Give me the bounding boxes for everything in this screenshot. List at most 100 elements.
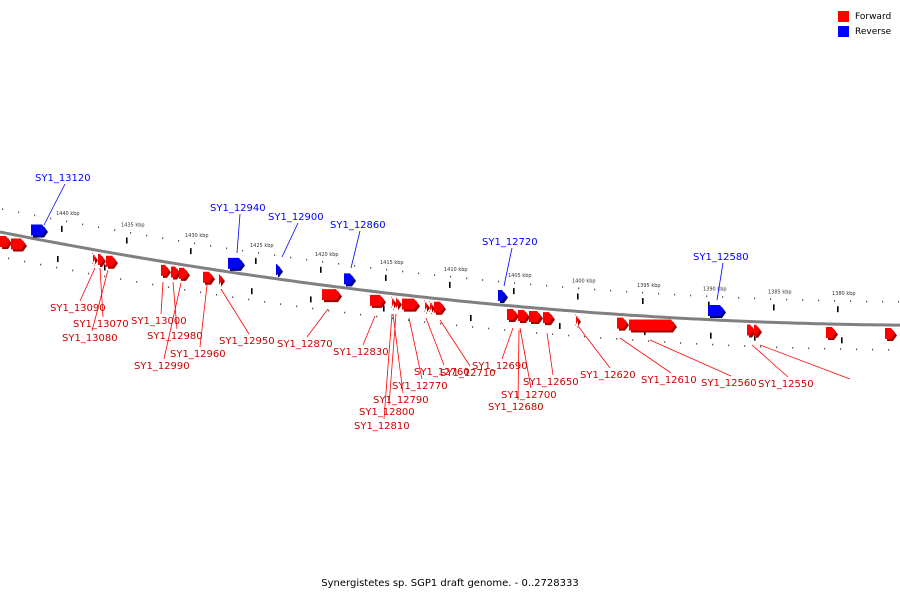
gene-arrow[interactable] (171, 266, 179, 278)
track-dot (242, 249, 244, 252)
gene-arrow[interactable] (754, 324, 760, 336)
track-dot (210, 245, 212, 247)
track-dot (194, 242, 196, 245)
track-dot (168, 286, 170, 288)
gene-label-forward[interactable]: SY1_12770 (392, 381, 448, 392)
gene-arrow[interactable] (402, 298, 418, 310)
gene-label-forward[interactable]: SY1_12830 (333, 347, 389, 358)
gene-arrow[interactable] (507, 308, 517, 320)
track-dot (82, 223, 84, 226)
gene-label-forward[interactable]: SY1_12960 (170, 349, 226, 360)
gene-arrow[interactable] (98, 253, 104, 265)
gene-arrow[interactable] (106, 255, 116, 267)
leader-line (281, 222, 299, 258)
leader-line (619, 337, 672, 374)
gene-arrow[interactable] (575, 314, 579, 326)
gene-arrow[interactable] (424, 300, 428, 312)
track-dot (376, 315, 378, 318)
leader-line (517, 329, 520, 401)
gene-label-reverse[interactable]: SY1_12900 (268, 212, 324, 223)
gene-arrow[interactable] (31, 224, 46, 236)
gene-arrow[interactable] (179, 267, 188, 279)
gene-arrow[interactable] (203, 271, 213, 283)
gene-label-forward[interactable]: SY1_12950 (219, 336, 275, 347)
gene-label-forward[interactable]: SY1_12790 (373, 395, 429, 406)
gene-arrow[interactable] (391, 296, 395, 308)
gene-arrow[interactable] (518, 309, 528, 321)
leader-line (408, 317, 423, 380)
gene-label-reverse[interactable]: SY1_12720 (482, 237, 538, 248)
gene-label-forward[interactable]: SY1_12690 (472, 361, 528, 372)
track-dot (834, 300, 836, 302)
gene-arrow[interactable] (322, 289, 340, 301)
gene-arrow[interactable] (228, 257, 243, 269)
gene-arrow[interactable] (885, 328, 895, 340)
track-dot (674, 293, 676, 296)
gene-label-reverse[interactable]: SY1_12860 (330, 220, 386, 231)
track-dot (744, 345, 746, 347)
gene-arrow[interactable] (11, 238, 25, 250)
gene-label-forward[interactable]: SY1_12650 (523, 377, 579, 388)
gene-label-forward[interactable]: SY1_13080 (62, 333, 118, 344)
gene-arrow[interactable] (276, 264, 281, 276)
tick-mark (383, 305, 385, 312)
gene-label-forward[interactable]: SY1_12550 (758, 379, 814, 390)
gene-label-forward[interactable]: SY1_13090 (50, 303, 106, 314)
tick-mark (470, 315, 472, 321)
gene-label-forward[interactable]: SY1_12710 (440, 368, 496, 379)
gene-label-forward[interactable]: SY1_12700 (501, 390, 557, 401)
track-dot (72, 269, 74, 272)
leader-line (362, 315, 376, 346)
tick-label: 1440 kbp (56, 211, 80, 217)
gene-arrow[interactable] (344, 273, 354, 285)
track-dot (130, 232, 132, 234)
gene-arrow[interactable] (529, 310, 541, 322)
gene-label-forward[interactable]: SY1_13000 (131, 316, 187, 327)
track-dot (824, 347, 826, 350)
gene-label-forward[interactable]: SY1_12560 (701, 378, 757, 389)
gene-arrow[interactable] (429, 300, 433, 312)
leader-line (439, 319, 471, 367)
leader-line (546, 332, 554, 376)
gene-label-reverse[interactable]: SY1_12580 (693, 252, 749, 263)
gene-arrow[interactable] (161, 264, 169, 276)
track-dot (504, 329, 506, 331)
gene-label-forward[interactable]: SY1_12870 (277, 339, 333, 350)
legend-reverse: Reverse (838, 24, 891, 39)
genome-backbone (0, 230, 900, 327)
gene-arrow[interactable] (219, 273, 223, 285)
gene-arrow[interactable] (370, 294, 384, 306)
gene-arrow[interactable] (617, 317, 627, 329)
gene-label-reverse[interactable]: SY1_12940 (210, 203, 266, 214)
gene-arrow[interactable] (708, 305, 724, 317)
label-leader-lines (43, 183, 851, 420)
gene-arrow[interactable] (0, 235, 10, 247)
gene-label-forward[interactable]: SY1_12990 (134, 361, 190, 372)
gene-label-forward[interactable]: SY1_12800 (359, 407, 415, 418)
gene-arrow[interactable] (92, 252, 96, 264)
gene-arrow[interactable] (629, 319, 675, 331)
track-dot (258, 252, 260, 254)
track-dot (850, 300, 852, 302)
track-dot (360, 313, 362, 316)
gene-label-reverse[interactable]: SY1_13120 (35, 173, 91, 184)
leader-line (172, 281, 178, 330)
gene-label-forward[interactable]: SY1_12620 (580, 370, 636, 381)
gene-arrow[interactable] (498, 290, 506, 302)
gene-arrow[interactable] (543, 312, 553, 324)
gene-label-forward[interactable]: SY1_13070 (73, 319, 129, 330)
leader-line (388, 313, 397, 406)
tick-label: 1425 kbp (250, 243, 274, 249)
gene-label-forward[interactable]: SY1_12810 (354, 421, 410, 432)
gene-arrow[interactable] (434, 301, 444, 313)
track-dot (770, 298, 772, 300)
gene-label-forward[interactable]: SY1_12760 (414, 367, 470, 378)
gene-label-forward[interactable]: SY1_12980 (147, 331, 203, 342)
track-dot (466, 277, 468, 280)
gene-arrow[interactable] (396, 297, 400, 309)
gene-arrow[interactable] (826, 327, 836, 339)
gene-label-forward[interactable]: SY1_12680 (488, 402, 544, 413)
track-dot (312, 307, 314, 310)
gene-arrow[interactable] (747, 324, 754, 336)
gene-label-forward[interactable]: SY1_12610 (641, 375, 697, 386)
